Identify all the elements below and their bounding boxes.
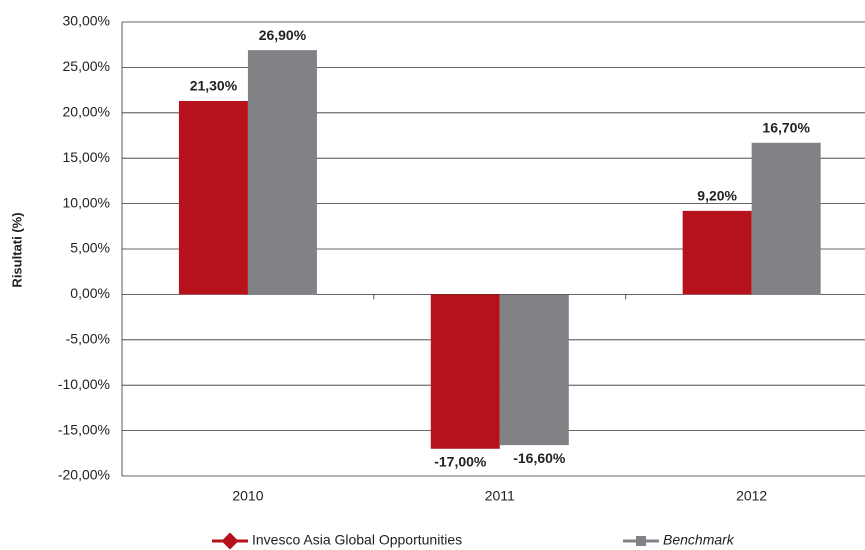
y-tick-label: -10,00% xyxy=(58,376,110,392)
legend-label: Benchmark xyxy=(663,532,735,548)
data-label: -16,60% xyxy=(513,450,566,466)
y-tick-label: 10,00% xyxy=(63,194,110,210)
y-tick-label: 25,00% xyxy=(63,58,110,74)
y-tick-label: 0,00% xyxy=(70,285,110,301)
y-tick-label: 5,00% xyxy=(70,240,110,256)
data-label: -17,00% xyxy=(434,453,487,469)
bar xyxy=(682,210,752,295)
x-tick-label: 2011 xyxy=(485,488,515,504)
legend-label: Invesco Asia Global Opportunities xyxy=(252,532,462,548)
y-axis-label: Risultati (%) xyxy=(9,212,24,287)
y-tick-label: -15,00% xyxy=(58,421,110,437)
bar xyxy=(430,294,500,449)
x-tick-label: 2010 xyxy=(232,488,263,504)
y-tick-label: 20,00% xyxy=(63,104,110,120)
bar xyxy=(499,294,569,446)
bar xyxy=(751,142,821,295)
legend-marker xyxy=(636,536,646,546)
x-tick-label: 2012 xyxy=(736,488,767,504)
data-label: 21,30% xyxy=(190,78,238,94)
y-tick-label: 15,00% xyxy=(63,149,110,165)
bar xyxy=(247,50,317,295)
data-label: 9,20% xyxy=(697,188,737,204)
y-tick-label: 30,00% xyxy=(63,13,110,29)
bar xyxy=(178,100,248,295)
legend-marker xyxy=(221,532,239,550)
y-tick-label: -5,00% xyxy=(66,331,110,347)
y-tick-label: -20,00% xyxy=(58,467,110,483)
data-label: 16,70% xyxy=(762,119,810,135)
data-label: 26,90% xyxy=(259,27,307,43)
